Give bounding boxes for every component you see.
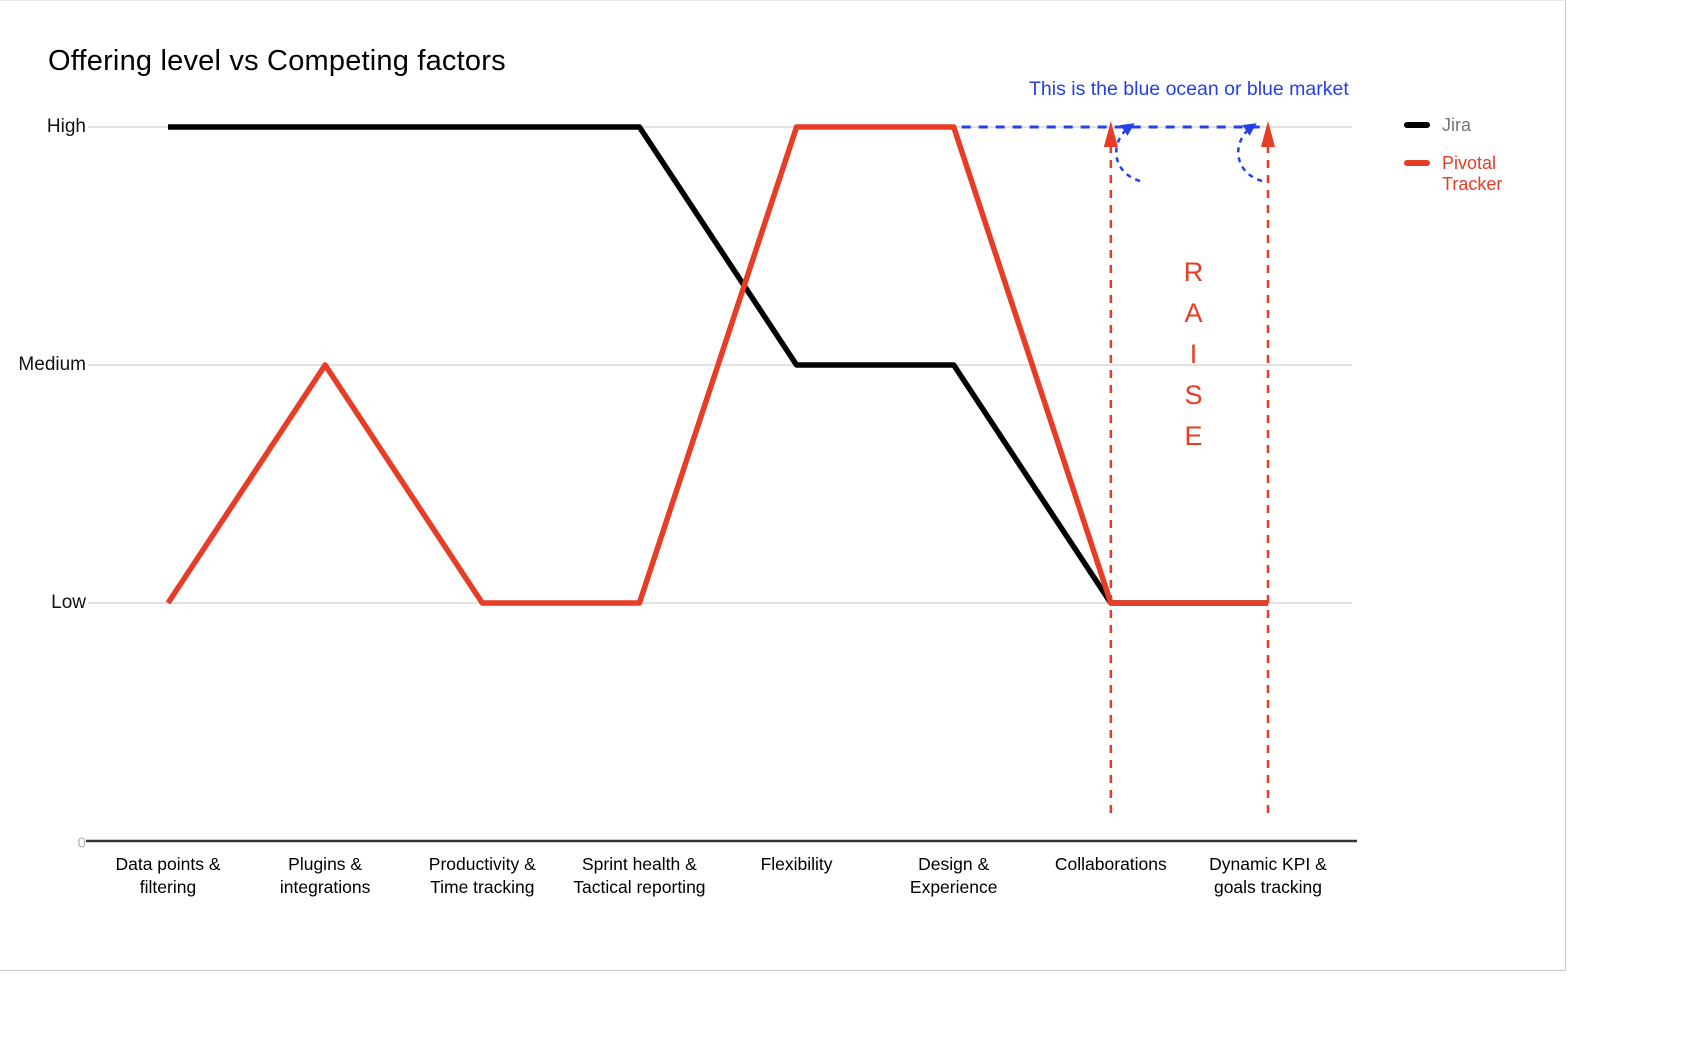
x-category-label: Plugins & integrations xyxy=(279,854,371,897)
y-tick-0: 0 xyxy=(77,834,86,852)
raise-letter: R xyxy=(1183,257,1205,287)
legend-label: Pivotal Tracker xyxy=(1442,152,1503,195)
line-chart xyxy=(86,121,1357,843)
blue-ocean-annotation: This is the blue ocean or blue market xyxy=(1029,78,1349,100)
legend-swatch xyxy=(1404,159,1430,166)
x-category-label: Design & Experience xyxy=(909,854,998,897)
x-category-label: Flexibility xyxy=(760,854,833,874)
chart-legend: Jira Pivotal Tracker xyxy=(1404,115,1516,196)
y-tick-high: High xyxy=(46,116,86,137)
raise-arrowhead-icon xyxy=(1103,121,1118,147)
raise-letter: I xyxy=(1189,339,1199,369)
raise-letter: A xyxy=(1184,298,1204,328)
raise-letter: E xyxy=(1184,421,1204,451)
legend-label: Jira xyxy=(1442,115,1472,135)
x-category-label: Sprint health & Tactical reporting xyxy=(573,854,706,897)
series-line-pivotal-tracker xyxy=(165,124,1268,606)
legend-item-pivotal-tracker: Pivotal Tracker xyxy=(1404,153,1516,196)
x-category-label: Dynamic KPI & goals tracking xyxy=(1209,854,1327,897)
x-category-label: Productivity & Time tracking xyxy=(428,854,536,897)
raise-arrowhead-icon xyxy=(1260,121,1275,147)
blue-curved-arrow-icon xyxy=(1115,123,1141,183)
chart-title: Offering level vs Competing factors xyxy=(48,45,506,77)
legend-swatch xyxy=(1404,122,1430,128)
x-category-label: Data points & filtering xyxy=(115,854,221,897)
y-tick-medium: Medium xyxy=(18,354,86,375)
legend-item-jira: Jira xyxy=(1404,115,1516,137)
blue-curved-arrow-icon xyxy=(1237,123,1263,183)
slide-canvas: Offering level vs Competing factors This… xyxy=(0,0,1566,971)
raise-letter: S xyxy=(1184,380,1204,410)
x-category-label: Collaborations xyxy=(1054,854,1167,874)
y-tick-low: Low xyxy=(51,592,86,613)
series-line-jira xyxy=(168,124,1268,606)
